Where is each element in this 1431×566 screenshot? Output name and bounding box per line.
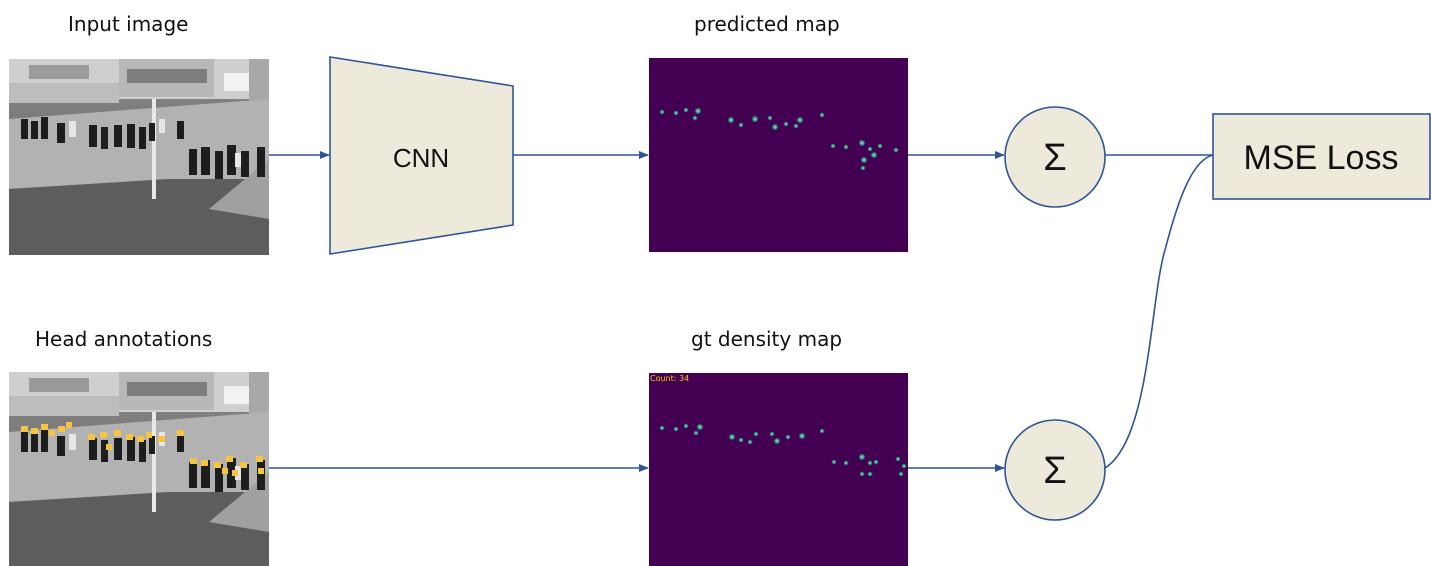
sum-top-symbol: Σ xyxy=(1043,137,1067,179)
predicted-density-blobs xyxy=(659,107,899,171)
predicted-map-label: predicted map xyxy=(694,12,840,36)
gt-count-label: Count: 34 xyxy=(650,374,689,383)
sum-node-bottom: Σ xyxy=(1004,419,1106,521)
input-image-label: Input image xyxy=(68,12,189,36)
gt-density-map: Count: 34 xyxy=(649,373,908,566)
head-annotations-label: Head annotations xyxy=(35,327,213,351)
input-image xyxy=(9,59,269,255)
head-annotations-image xyxy=(9,372,269,566)
mse-loss-label: MSE Loss xyxy=(1244,139,1399,177)
cnn-label: CNN xyxy=(393,143,449,173)
gt-density-map-label: gt density map xyxy=(691,327,843,351)
connectors xyxy=(269,151,1214,472)
sum-bottom-symbol: Σ xyxy=(1043,450,1067,492)
cnn-block: CNN xyxy=(329,56,514,255)
mse-loss-block: MSE Loss xyxy=(1212,113,1431,200)
head-annotation-markers xyxy=(21,422,264,476)
sum-node-top: Σ xyxy=(1004,106,1106,208)
gt-density-blobs xyxy=(659,423,907,477)
predicted-map xyxy=(649,58,908,252)
edge-sum-bottom-to-loss xyxy=(1104,154,1214,469)
